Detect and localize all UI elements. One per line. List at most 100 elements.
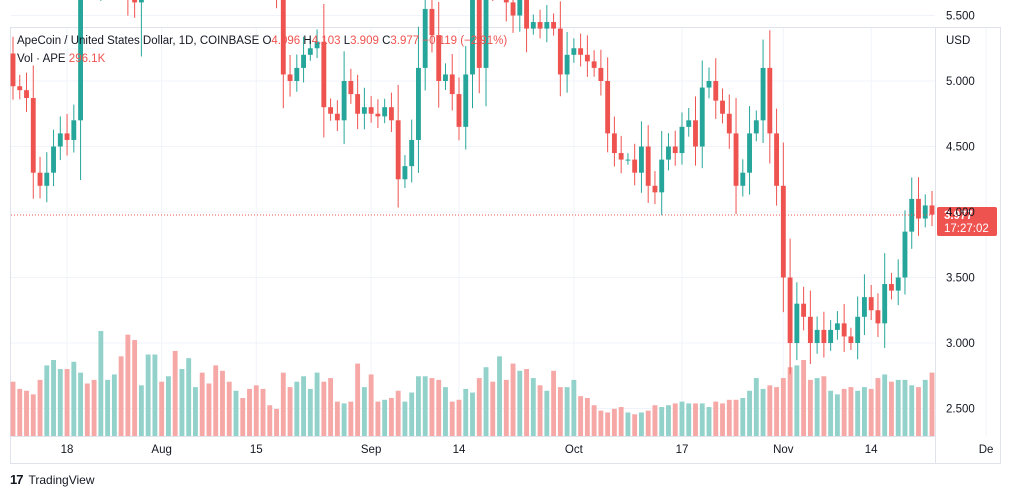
candle-body: [564, 54, 570, 75]
candle-body: [443, 74, 448, 81]
volume-bar: [334, 401, 340, 436]
candle-body: [834, 323, 840, 330]
volume-bar: [24, 390, 29, 436]
candle-body: [301, 54, 306, 68]
y-tick-label: 5.500: [946, 11, 975, 23]
volume-bar: [557, 387, 563, 436]
candle-body: [395, 120, 401, 180]
volume-bar: [409, 392, 415, 436]
y-tick-label: 2.500: [946, 404, 975, 416]
symbol-legend: ApeCoin / United States Dollar, 1D, COIN…: [17, 35, 507, 47]
volume-bar: [497, 356, 502, 436]
volume-bar: [747, 390, 752, 436]
candle-body: [71, 120, 77, 140]
candle-body: [138, 0, 144, 3]
x-tick-label: Aug: [151, 444, 171, 456]
volume-bar: [625, 412, 631, 436]
candle-body: [64, 133, 70, 140]
x-tick-label: 14: [865, 444, 878, 456]
volume-bar: [165, 376, 171, 436]
volume-bar: [159, 381, 165, 436]
candle-body: [57, 133, 63, 147]
close-label: C: [382, 35, 391, 47]
candle-body: [307, 48, 313, 55]
volume-label: Vol · APE: [17, 53, 66, 65]
countdown-value: 17:27:02: [944, 223, 989, 235]
candle-body: [24, 90, 29, 99]
volume-bar: [902, 379, 908, 436]
candle-body: [774, 133, 780, 186]
volume-bar: [172, 350, 178, 436]
candle-body: [693, 120, 698, 147]
candle-body: [882, 284, 888, 324]
volume-bar: [118, 356, 124, 436]
x-tick-label: Nov: [773, 444, 794, 456]
tradingview-logo-icon: 17: [10, 472, 24, 487]
volume-bar: [922, 379, 928, 436]
x-tick-label: Oct: [565, 444, 584, 456]
candle-body: [787, 277, 793, 343]
candle-body: [470, 0, 475, 75]
volume-bar: [368, 374, 374, 436]
volume-bar: [10, 381, 16, 436]
candle-body: [314, 41, 320, 49]
volume-bar: [186, 358, 192, 436]
volume-bar: [416, 376, 421, 436]
candle-body: [78, 0, 84, 121]
volume-bar: [801, 359, 807, 436]
candle-body: [861, 297, 867, 317]
volume-bar: [307, 388, 313, 436]
volume-bar: [301, 376, 306, 436]
volume-bar: [132, 340, 138, 436]
candle-body: [713, 81, 719, 101]
volume-bar: [274, 408, 279, 436]
candle-body: [922, 205, 928, 219]
volume-bar: [51, 359, 56, 436]
volume-bar: [260, 388, 266, 436]
candle-body: [476, 0, 482, 68]
candle-body: [44, 172, 50, 186]
candle-body: [659, 159, 665, 193]
candle-body: [726, 113, 732, 134]
volume-bar: [105, 379, 111, 436]
low-value: 3.909: [350, 35, 379, 47]
candle-body: [611, 133, 617, 154]
volume-bar: [233, 390, 239, 436]
candle-body: [666, 146, 671, 160]
volume-bar: [179, 369, 185, 436]
volume-bar: [584, 397, 590, 436]
volume-bar: [267, 405, 273, 436]
volume-bar: [429, 378, 435, 436]
volume-bar: [510, 363, 516, 436]
candle-body: [503, 0, 509, 3]
candle-body: [341, 81, 347, 121]
volume-bar: [443, 387, 448, 436]
volume-bar: [929, 372, 935, 436]
candle-body: [875, 310, 881, 324]
volume-bar: [402, 401, 408, 436]
volume-bar: [220, 370, 225, 436]
candle-body: [51, 146, 56, 173]
candle-body: [807, 316, 813, 343]
volume-bar: [875, 378, 881, 436]
volume-bar: [287, 387, 293, 436]
volume-bar: [571, 379, 577, 436]
volume-bar: [240, 397, 246, 436]
candle-body: [801, 303, 807, 317]
candle-body: [740, 172, 746, 186]
candle-body: [733, 133, 739, 186]
volume-bar: [916, 387, 921, 436]
candle-body: [794, 303, 800, 343]
candle-body: [625, 159, 631, 161]
volume-bar: [868, 388, 874, 436]
footer[interactable]: 17 TradingView: [10, 472, 95, 487]
volume-bar: [679, 401, 685, 436]
volume-bar: [834, 394, 840, 436]
volume-bar: [794, 365, 800, 436]
y-tick-label: 3.000: [946, 338, 975, 350]
candle-body: [686, 120, 692, 127]
volume-bar: [395, 390, 401, 436]
volume-bar: [57, 369, 63, 436]
candle-body: [382, 107, 388, 117]
